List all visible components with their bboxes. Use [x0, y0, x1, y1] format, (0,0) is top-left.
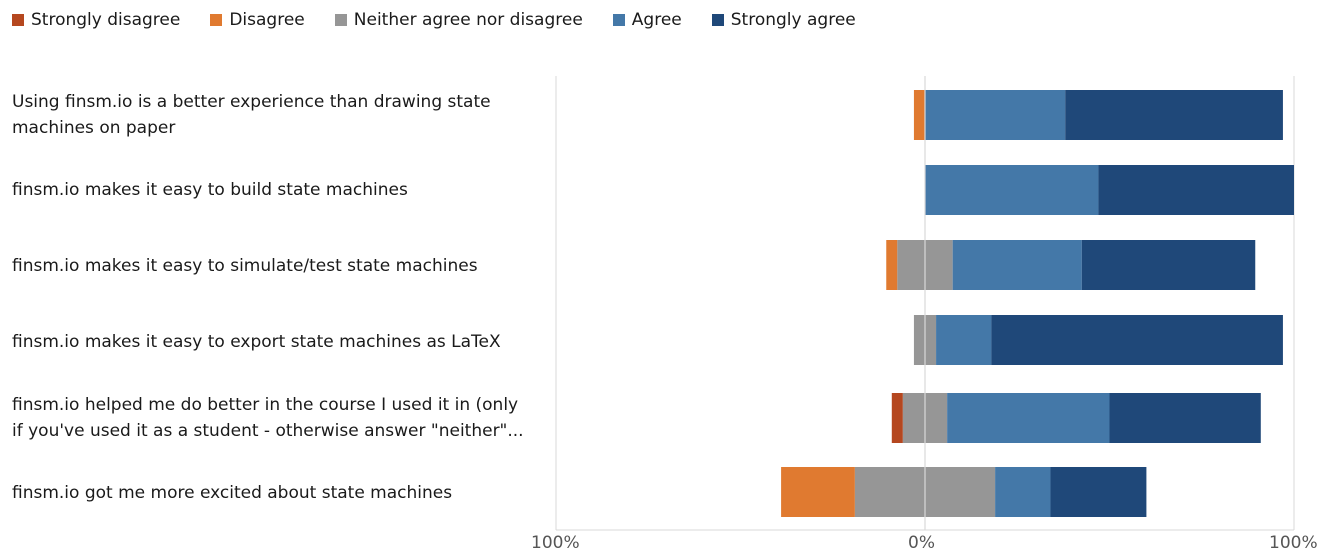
- legend-item-neither: Neither agree nor disagree: [334, 10, 583, 30]
- legend-swatch: [711, 14, 724, 26]
- category-label: finsm.io got me more excited about state…: [12, 483, 453, 503]
- category-labels: Using finsm.io is a better experience th…: [12, 0, 532, 552]
- category-label: finsm.io helped me do better in the cour…: [12, 395, 524, 441]
- legend-item-agree: Agree: [612, 10, 682, 30]
- x-tick-label-left: 100%: [531, 533, 580, 553]
- legend-label: Agree: [631, 10, 682, 30]
- bar-segment-strongly-agree: [1050, 467, 1147, 517]
- legend-label: Strongly disagree: [31, 10, 181, 30]
- x-tick-label-right: 100%: [1269, 533, 1318, 553]
- category-label: finsm.io makes it easy to simulate/test …: [12, 256, 478, 276]
- legend-swatch: [210, 14, 223, 26]
- bar-segment-agree: [952, 240, 1082, 290]
- legend-label: Strongly agree: [730, 10, 856, 30]
- legend-label: Neither agree nor disagree: [353, 10, 583, 30]
- legend-swatch: [334, 14, 347, 26]
- legend-item-strongly-agree: Strongly agree: [711, 10, 856, 30]
- bar-segment-disagree: [913, 90, 925, 140]
- legend-label: Disagree: [229, 10, 305, 30]
- bar-segment-strongly-agree: [991, 315, 1283, 365]
- bar-segment-strongly-agree: [1065, 90, 1283, 140]
- legend-item-strongly-disagree: Strongly disagree: [12, 10, 180, 30]
- category-label: Using finsm.io is a better experience th…: [12, 92, 491, 138]
- legend-item-disagree: Disagree: [210, 10, 305, 30]
- bar-segment-strongly-disagree: [891, 393, 903, 443]
- bar-segment-disagree: [886, 240, 898, 290]
- category-label: finsm.io makes it easy to build state ma…: [12, 180, 408, 200]
- bar-segment-disagree: [781, 467, 855, 517]
- bar-segment-strongly-agree: [1098, 165, 1294, 215]
- bar-segment-strongly-agree: [1081, 240, 1256, 290]
- bar-segment-strongly-agree: [1109, 393, 1261, 443]
- legend: Strongly disagree Disagree Neither agree…: [12, 8, 856, 32]
- bar-segment-agree: [925, 165, 1099, 215]
- legend-swatch: [12, 14, 24, 26]
- bar-segment-agree: [947, 393, 1110, 443]
- legend-swatch: [612, 14, 625, 26]
- bar-segment-agree: [995, 467, 1051, 517]
- bar-segment-agree: [936, 315, 992, 365]
- category-label: finsm.io makes it easy to export state m…: [12, 332, 501, 352]
- bar-segment-agree: [925, 90, 1066, 140]
- x-tick-label-center: 0%: [908, 533, 935, 553]
